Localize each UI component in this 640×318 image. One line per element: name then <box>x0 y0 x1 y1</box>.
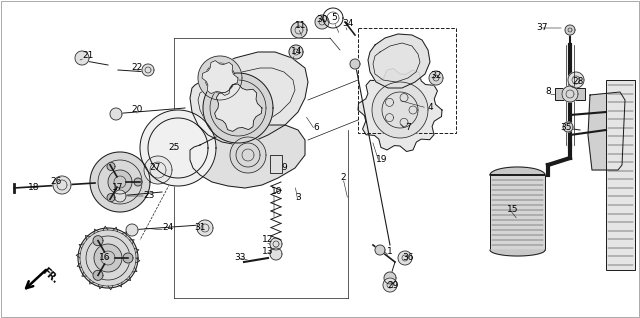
Text: 35: 35 <box>560 123 572 133</box>
Text: 21: 21 <box>83 52 93 60</box>
Text: 9: 9 <box>281 163 287 172</box>
Polygon shape <box>202 61 238 95</box>
Polygon shape <box>291 22 307 38</box>
Text: 13: 13 <box>262 247 274 257</box>
Polygon shape <box>490 167 545 175</box>
Text: 15: 15 <box>508 205 519 215</box>
Polygon shape <box>126 224 138 236</box>
Polygon shape <box>315 15 329 29</box>
Polygon shape <box>368 34 430 88</box>
Text: 22: 22 <box>131 64 143 73</box>
Text: 7: 7 <box>405 123 411 133</box>
Polygon shape <box>398 251 412 265</box>
Polygon shape <box>383 278 397 292</box>
Polygon shape <box>563 122 573 132</box>
Bar <box>358 28 456 133</box>
Polygon shape <box>75 51 89 65</box>
Text: 24: 24 <box>163 224 173 232</box>
Text: 33: 33 <box>234 253 246 262</box>
Polygon shape <box>93 236 103 246</box>
Bar <box>490 175 545 250</box>
Bar <box>555 88 585 100</box>
Text: 32: 32 <box>430 72 442 80</box>
Polygon shape <box>429 71 443 85</box>
Polygon shape <box>198 56 242 100</box>
Polygon shape <box>144 156 172 184</box>
Text: 6: 6 <box>313 123 319 133</box>
Polygon shape <box>94 244 122 272</box>
Text: 5: 5 <box>331 13 337 23</box>
Polygon shape <box>203 73 273 143</box>
Polygon shape <box>190 125 305 188</box>
Text: 8: 8 <box>545 87 551 96</box>
Text: 4: 4 <box>427 103 433 113</box>
Text: 23: 23 <box>143 191 155 201</box>
Polygon shape <box>114 190 126 202</box>
Text: 30: 30 <box>316 16 328 24</box>
Text: 19: 19 <box>376 156 388 164</box>
Polygon shape <box>375 245 385 255</box>
Text: 14: 14 <box>291 47 303 57</box>
Text: 34: 34 <box>342 19 354 29</box>
Polygon shape <box>53 176 71 194</box>
Text: 36: 36 <box>403 253 413 262</box>
Polygon shape <box>108 170 132 194</box>
Text: 20: 20 <box>131 106 143 114</box>
Polygon shape <box>220 90 256 126</box>
Polygon shape <box>270 248 282 260</box>
Polygon shape <box>358 68 442 151</box>
Polygon shape <box>289 45 303 59</box>
Text: 18: 18 <box>28 183 40 192</box>
Text: 17: 17 <box>112 183 124 192</box>
Text: 16: 16 <box>99 253 111 262</box>
Text: 37: 37 <box>536 24 548 32</box>
Polygon shape <box>197 220 213 236</box>
Polygon shape <box>562 86 578 102</box>
Text: 12: 12 <box>262 236 274 245</box>
Polygon shape <box>190 52 308 145</box>
Text: 27: 27 <box>149 163 161 172</box>
Polygon shape <box>230 137 266 173</box>
Polygon shape <box>110 108 122 120</box>
Polygon shape <box>588 92 625 170</box>
Text: 11: 11 <box>295 22 307 31</box>
Text: 1: 1 <box>387 247 393 257</box>
Polygon shape <box>350 59 360 69</box>
Text: FR.: FR. <box>40 266 60 286</box>
Polygon shape <box>372 82 428 138</box>
Text: 26: 26 <box>51 177 61 186</box>
Polygon shape <box>140 110 216 186</box>
Polygon shape <box>123 253 133 263</box>
Text: 10: 10 <box>271 188 283 197</box>
Polygon shape <box>107 162 115 170</box>
Text: 29: 29 <box>387 281 399 291</box>
Polygon shape <box>107 194 115 202</box>
Text: 28: 28 <box>572 78 584 86</box>
Polygon shape <box>568 72 584 88</box>
Polygon shape <box>78 228 138 288</box>
Polygon shape <box>142 64 154 76</box>
Polygon shape <box>384 272 396 284</box>
Text: 2: 2 <box>340 174 346 183</box>
Text: 3: 3 <box>295 193 301 203</box>
Polygon shape <box>90 152 150 212</box>
Polygon shape <box>270 238 282 250</box>
Bar <box>270 155 282 173</box>
Text: 31: 31 <box>195 224 205 232</box>
Polygon shape <box>134 178 142 186</box>
Text: 25: 25 <box>168 143 180 153</box>
Polygon shape <box>93 270 103 280</box>
Bar <box>606 80 635 270</box>
Polygon shape <box>214 84 262 131</box>
Polygon shape <box>490 250 545 256</box>
Polygon shape <box>565 25 575 35</box>
